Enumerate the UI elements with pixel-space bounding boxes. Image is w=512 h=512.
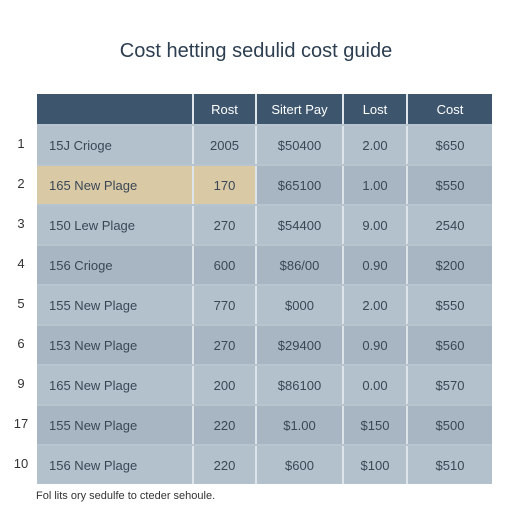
row-number: 1	[17, 136, 25, 151]
table-cell[interactable]: $200	[435, 257, 465, 273]
table-cell[interactable]: 0.00	[344, 366, 408, 404]
table-cell[interactable]: 153 New Plage	[37, 326, 194, 364]
table-cell[interactable]: 0.90	[344, 326, 408, 364]
table-cell[interactable]: $000	[257, 286, 344, 324]
table-cell[interactable]: $86/00	[257, 246, 344, 284]
table-cell[interactable]: 2005	[194, 126, 257, 164]
table-cell[interactable]: $150	[344, 406, 408, 444]
table-cell[interactable]: 0.90	[344, 246, 408, 284]
cost-table: Rost Sitert Pay Lost Cost 15J Crioge 200…	[37, 94, 492, 484]
row-number: 9	[17, 376, 25, 391]
table-cell[interactable]: 156 Crioge	[37, 246, 194, 284]
table-cell[interactable]: 165 New Plage	[37, 366, 194, 404]
table-cell[interactable]: 2540	[435, 217, 465, 233]
header-cell-cost[interactable]: Cost	[436, 101, 464, 117]
table-cell[interactable]: $50400	[257, 126, 344, 164]
row-number: 6	[17, 336, 25, 351]
table-cell[interactable]: $1.00	[257, 406, 344, 444]
table-cell-selected[interactable]: 170	[194, 166, 257, 204]
header-cell-rost[interactable]: Rost	[194, 94, 257, 124]
table-cell[interactable]: 15J Crioge	[37, 126, 194, 164]
table-cell[interactable]: 200	[194, 366, 257, 404]
table-cell[interactable]: 220	[194, 406, 257, 444]
table-cell[interactable]: $570	[435, 377, 465, 393]
table-row[interactable]: 156 Crioge 600 $86/00 0.90 $200	[37, 246, 492, 284]
table-cell[interactable]: 2.00	[344, 126, 408, 164]
row-number: 5	[17, 296, 25, 311]
table-cell[interactable]: 9.00	[344, 206, 408, 244]
table-row[interactable]: 15J Crioge 2005 $50400 2.00 $650	[37, 126, 492, 164]
row-number: 17	[13, 416, 29, 431]
table-cell[interactable]: $500	[435, 417, 465, 433]
table-cell[interactable]: $600	[257, 446, 344, 484]
table-cell[interactable]: 2.00	[344, 286, 408, 324]
table-row[interactable]: 155 New Plage 220 $1.00 $150 $500	[37, 406, 492, 444]
table-cell[interactable]: 155 New Plage	[37, 286, 194, 324]
footnote: Fol lits ory sedulfe to cteder sehoule.	[36, 490, 216, 502]
table-cell[interactable]: 270	[194, 326, 257, 364]
table-cell-selected[interactable]: 165 New Plage	[37, 166, 194, 204]
table-row[interactable]: 153 New Plage 270 $29400 0.90 $560	[37, 326, 492, 364]
table-cell[interactable]: $550	[435, 177, 465, 193]
table-cell[interactable]: $100	[344, 446, 408, 484]
row-number: 4	[17, 256, 25, 271]
table-cell[interactable]: 1.00	[344, 166, 408, 204]
table-cell[interactable]: 156 New Plage	[37, 446, 194, 484]
table-row[interactable]: 155 New Plage 770 $000 2.00 $550	[37, 286, 492, 324]
table-cell[interactable]: $510	[435, 457, 465, 473]
header-cell-lost[interactable]: Lost	[344, 94, 408, 124]
table-cell[interactable]: $650	[435, 137, 465, 153]
row-numbers: 1 2 3 4 5 6 9 17 10	[10, 124, 32, 484]
table-cell[interactable]: $550	[435, 297, 465, 313]
row-number: 3	[17, 216, 25, 231]
row-number: 10	[13, 456, 29, 471]
header-cell-sitert-pay[interactable]: Sitert Pay	[257, 94, 344, 124]
table-row[interactable]: 165 New Plage 200 $86100 0.00 $570	[37, 366, 492, 404]
table-header: Rost Sitert Pay Lost Cost	[37, 94, 492, 124]
table-cell[interactable]: $65100	[257, 166, 344, 204]
page-title: Cost hetting sedulid cost guide	[119, 40, 393, 62]
table-cell[interactable]: 600	[194, 246, 257, 284]
table-cell[interactable]: $560	[435, 337, 465, 353]
header-cell-name[interactable]	[37, 94, 194, 124]
table-cell[interactable]: 155 New Plage	[37, 406, 194, 444]
table-cell[interactable]: 220	[194, 446, 257, 484]
table-cell[interactable]: 770	[194, 286, 257, 324]
table-cell[interactable]: 150 Lew Plage	[37, 206, 194, 244]
table-row[interactable]: 165 New Plage 170 $65100 1.00 $550	[37, 166, 492, 204]
table-cell[interactable]: 270	[194, 206, 257, 244]
table-cell[interactable]: $54400	[257, 206, 344, 244]
row-number: 2	[17, 176, 25, 191]
table-row[interactable]: 156 New Plage 220 $600 $100 $510	[37, 446, 492, 484]
table-cell[interactable]: $29400	[257, 326, 344, 364]
table-row[interactable]: 150 Lew Plage 270 $54400 9.00 2540	[37, 206, 492, 244]
table-cell[interactable]: $86100	[257, 366, 344, 404]
